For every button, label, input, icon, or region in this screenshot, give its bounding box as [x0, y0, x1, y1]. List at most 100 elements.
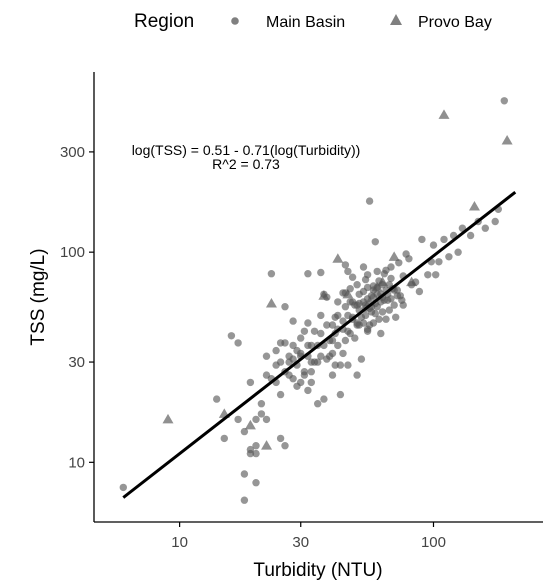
- main-basin-point: [310, 327, 319, 335]
- main-basin-point: [341, 261, 350, 269]
- main-basin-point: [281, 303, 289, 311]
- legend-title: Region: [134, 11, 194, 32]
- main-basin-point: [348, 273, 357, 281]
- main-basin-point: [240, 427, 249, 436]
- main-basin-point: [297, 334, 305, 342]
- main-basin-point: [314, 358, 322, 366]
- main-basin-point: [307, 368, 315, 376]
- main-basin-point: [276, 434, 285, 443]
- main-basin-point: [304, 319, 312, 327]
- main-basin-point: [257, 400, 266, 408]
- main-basin-point: [252, 449, 260, 458]
- main-basin-point: [328, 336, 337, 345]
- main-basin-point: [341, 303, 350, 311]
- main-basin-point: [300, 327, 309, 335]
- main-basin-point: [429, 241, 438, 249]
- main-basin-point: [344, 361, 352, 369]
- main-basin-point: [213, 395, 221, 403]
- main-basin-point: [385, 306, 393, 314]
- main-basin-point: [371, 238, 379, 246]
- main-basin-point: [276, 358, 285, 366]
- main-basin-point: [395, 259, 403, 267]
- main-basin-point: [357, 355, 366, 363]
- main-basin-point: [387, 274, 395, 283]
- legend-marker-main-basin: [231, 17, 239, 25]
- x-tick-label: 30: [292, 534, 309, 551]
- main-basin-point: [323, 321, 331, 329]
- main-basin-point: [246, 445, 255, 454]
- main-basin-point: [353, 281, 361, 289]
- main-basin-point: [317, 352, 325, 360]
- main-basin-point: [289, 317, 297, 325]
- main-basin-point: [336, 361, 345, 369]
- main-basin-point: [363, 271, 372, 279]
- main-basin-point: [424, 271, 432, 279]
- main-basin-point: [317, 311, 325, 320]
- main-basin-point: [297, 378, 305, 387]
- main-basin-point: [246, 378, 255, 387]
- main-basin-point: [336, 390, 345, 399]
- main-basin-point: [252, 479, 260, 487]
- provo-bay-point: [501, 134, 513, 145]
- main-basin-point: [272, 346, 280, 355]
- main-basin-point: [307, 341, 315, 350]
- main-basin-point: [361, 311, 370, 320]
- main-basin-point: [304, 386, 312, 395]
- main-basin-point: [289, 341, 297, 350]
- main-basin-point: [339, 349, 347, 358]
- main-basin-point: [281, 339, 289, 347]
- main-basin-point: [392, 313, 400, 321]
- x-tick-label: 100: [421, 534, 446, 551]
- main-basin-point: [234, 339, 242, 347]
- main-basin-point: [373, 267, 381, 276]
- main-basin-point: [377, 329, 385, 338]
- main-basin-point: [289, 375, 297, 383]
- provo-bay-point: [438, 109, 450, 119]
- main-basin-point: [328, 371, 337, 379]
- r-squared-label: R^2 = 0.73: [212, 156, 280, 172]
- main-basin-point: [252, 442, 260, 450]
- x-tick-label: 10: [171, 534, 188, 551]
- main-basin-point: [491, 217, 499, 226]
- main-basin-point: [346, 329, 354, 338]
- main-basin-point: [466, 231, 475, 240]
- main-basin-point: [317, 329, 325, 338]
- main-basin-point: [328, 349, 337, 358]
- main-basin-point: [454, 248, 462, 256]
- main-basin-point: [375, 315, 383, 323]
- main-basin-point: [378, 308, 387, 316]
- main-basin-point: [351, 334, 359, 342]
- provo-bay-point: [244, 419, 256, 430]
- main-basin-point: [257, 410, 266, 418]
- main-basin-point: [328, 321, 337, 329]
- main-basin-point: [300, 368, 309, 376]
- main-basin-point: [418, 235, 426, 244]
- main-basin-point: [341, 336, 350, 345]
- main-basin-point: [297, 349, 305, 358]
- main-basin-point: [440, 235, 448, 244]
- main-basin-point: [387, 295, 395, 303]
- main-basin-point: [334, 311, 342, 320]
- regression-equation: log(TSS) = 0.51 - 0.71(log(Turbidity)): [132, 142, 361, 158]
- provo-bay-point: [371, 281, 383, 292]
- main-basin-point: [500, 97, 508, 105]
- main-basin-point: [359, 263, 368, 271]
- main-basin-point: [334, 341, 342, 350]
- main-basin-points: [119, 97, 508, 504]
- main-basin-point: [353, 371, 361, 379]
- x-ticks: 10 30 100: [171, 522, 446, 551]
- main-basin-point: [334, 298, 342, 306]
- legend: Region Main Basin Provo Bay: [134, 11, 492, 32]
- main-basin-point: [344, 267, 352, 276]
- main-basin-point: [387, 263, 395, 271]
- main-basin-point: [252, 415, 260, 424]
- main-basin-point: [320, 395, 328, 403]
- provo-bay-point: [388, 251, 400, 261]
- main-basin-point: [405, 255, 413, 263]
- legend-marker-provo-bay: [390, 14, 402, 25]
- provo-bay-point: [162, 413, 174, 424]
- main-basin-point: [445, 253, 453, 261]
- y-tick-label: 100: [60, 244, 85, 261]
- provo-bay-point: [332, 253, 344, 263]
